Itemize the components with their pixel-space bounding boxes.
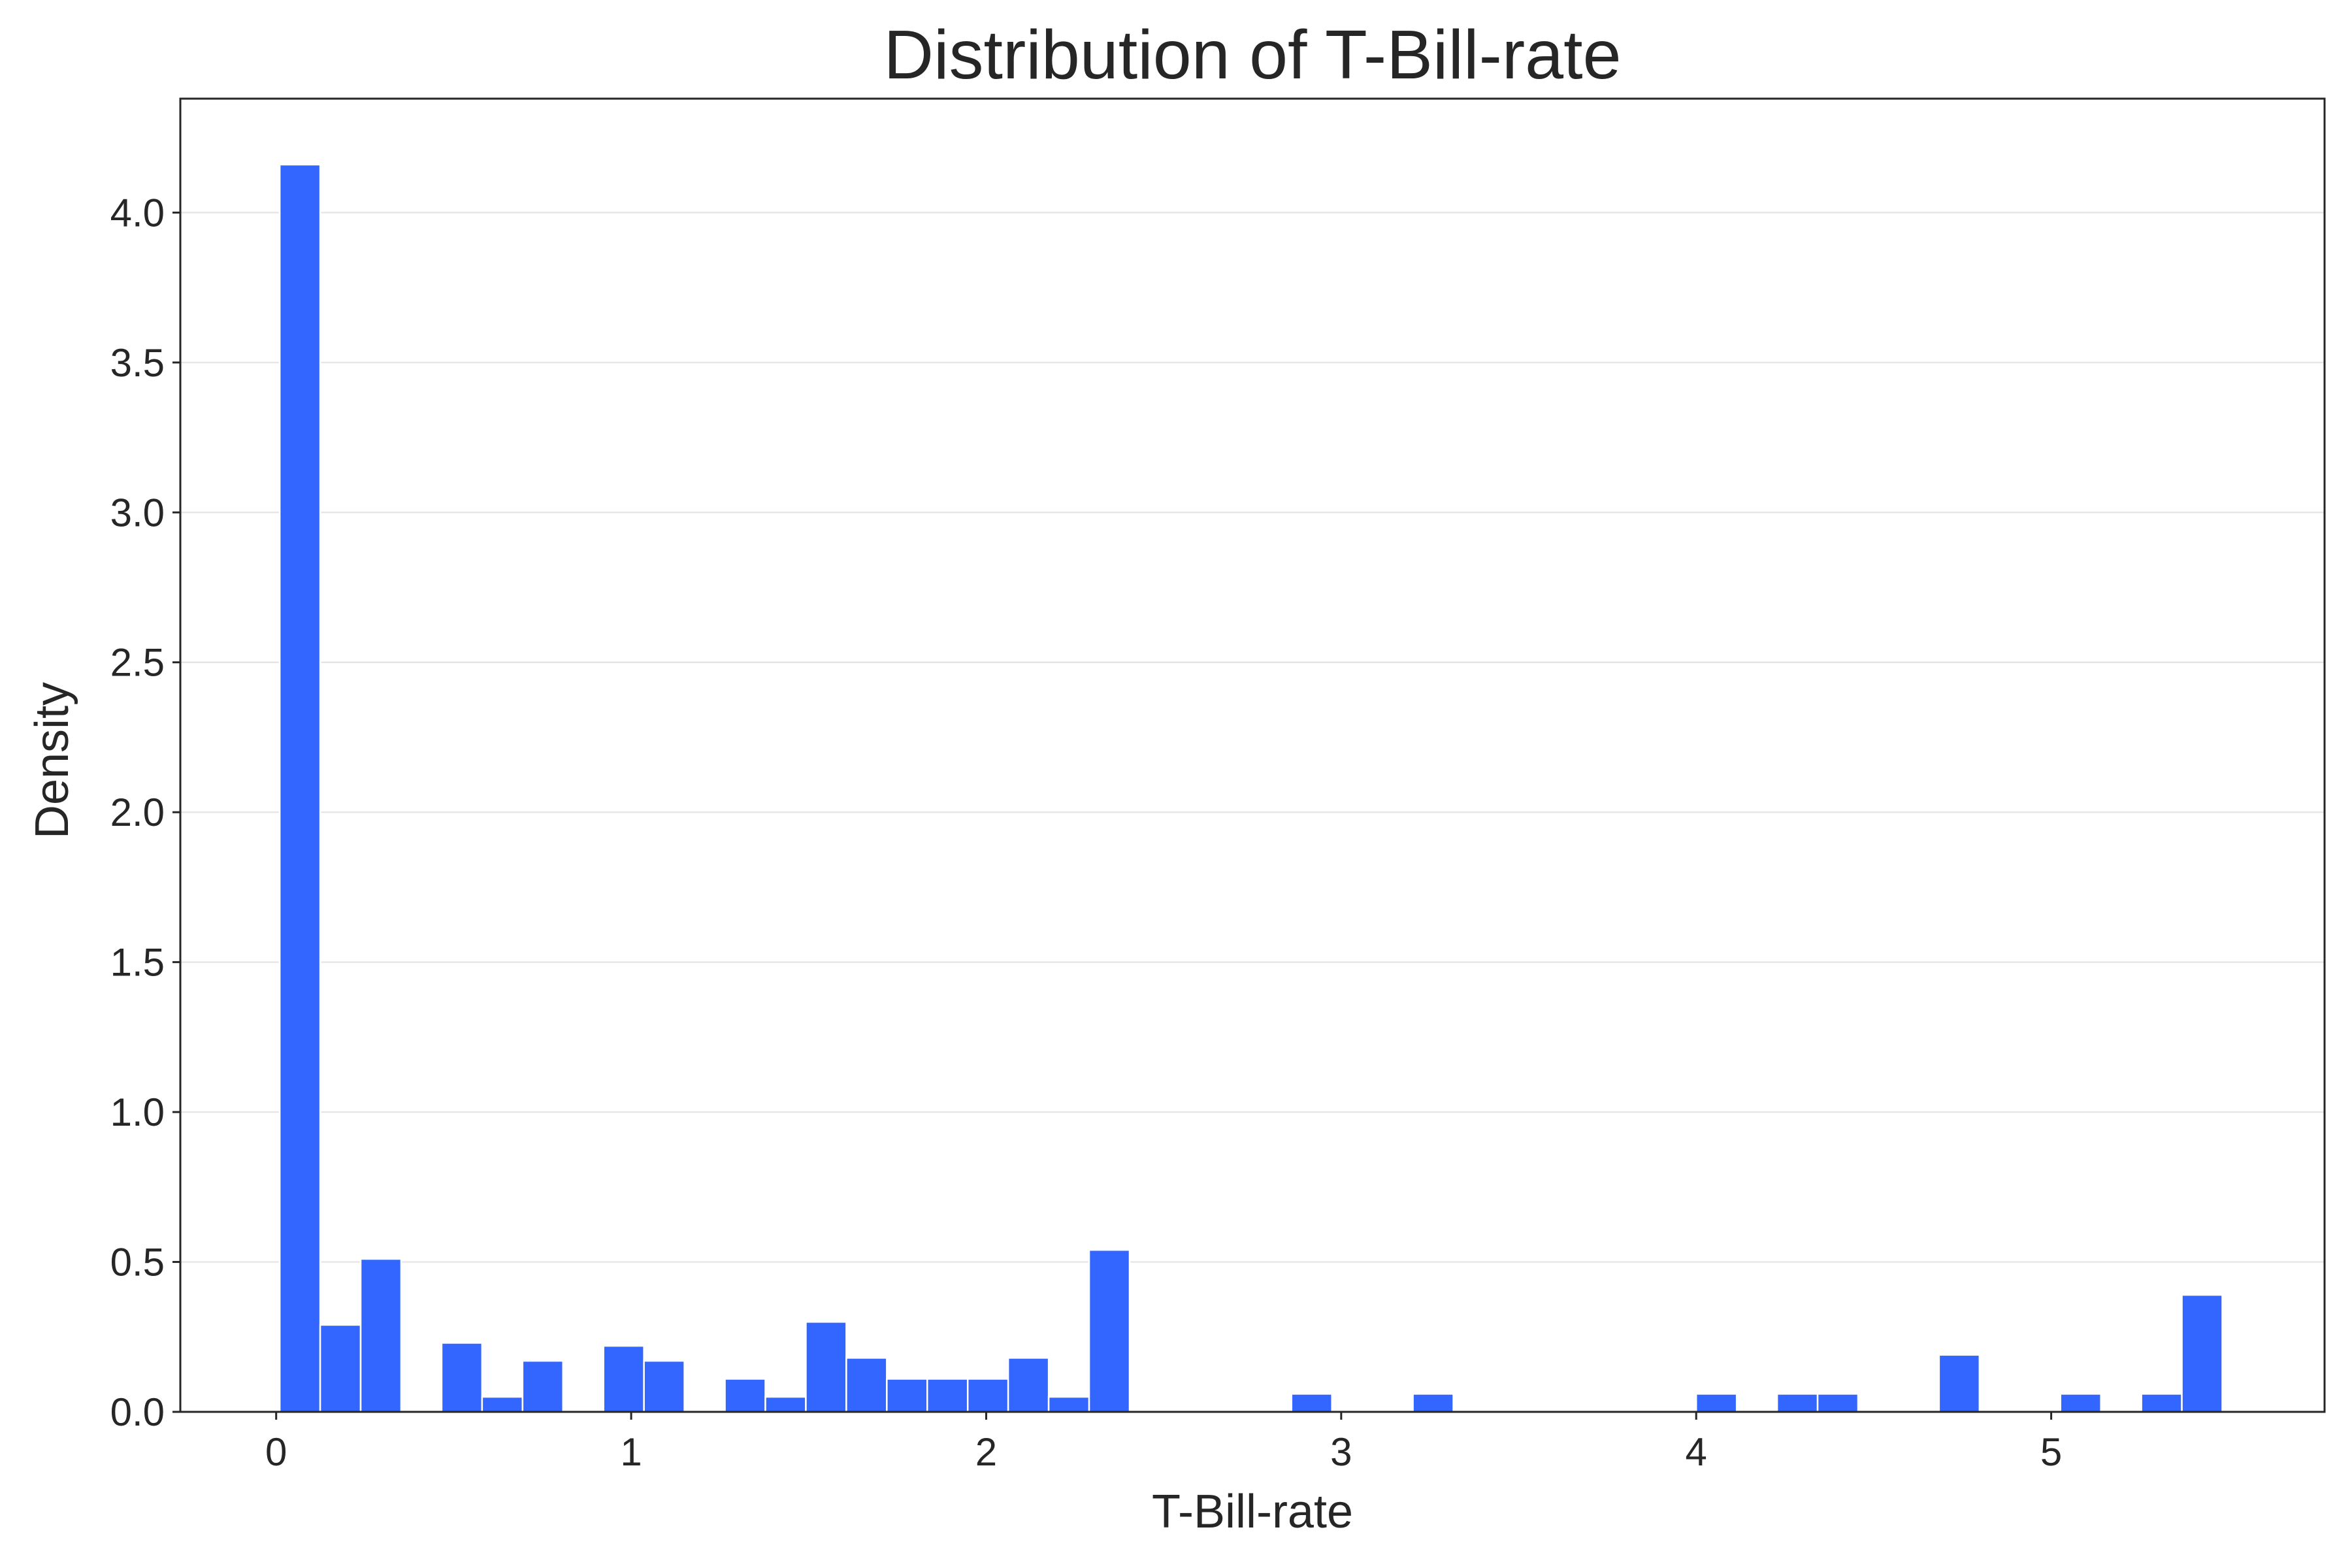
histogram-bar (1007, 1357, 1050, 1413)
histogram-bar (886, 1378, 928, 1413)
histogram-bar (1938, 1354, 1981, 1413)
histogram-bar (2059, 1393, 2102, 1413)
x-axis-label: T-Bill-rate (1152, 1486, 1353, 1538)
x-tick-label: 2 (975, 1430, 997, 1474)
histogram-bar (2140, 1393, 2183, 1413)
histogram-bar (1290, 1393, 1333, 1413)
y-tick-label: 2.5 (110, 641, 165, 685)
histogram-bar (1776, 1393, 1819, 1413)
histogram-bar (764, 1396, 807, 1413)
bars (278, 163, 2223, 1413)
x-tick-label: 3 (1330, 1430, 1352, 1474)
histogram-bar (1088, 1249, 1131, 1413)
histogram-bar (1412, 1393, 1454, 1413)
histogram-bar (724, 1378, 766, 1413)
y-tick-label: 3.0 (110, 491, 165, 534)
y-tick-label: 1.5 (110, 941, 165, 985)
y-tick-label: 4.0 (110, 191, 165, 235)
chart-title: Distribution of T-Bill-rate (883, 16, 1621, 93)
x-tick-label: 0 (265, 1430, 287, 1474)
histogram-bar (278, 163, 321, 1413)
histogram-bar (359, 1258, 402, 1413)
y-tick-label: 0.0 (110, 1390, 165, 1434)
gridlines (180, 212, 2325, 1263)
histogram-bar (805, 1321, 847, 1413)
histogram-bar (521, 1360, 564, 1413)
histogram-bar (1047, 1396, 1090, 1413)
y-tick-label: 1.0 (110, 1090, 165, 1134)
histogram-bar (643, 1360, 685, 1413)
histogram-bar (602, 1345, 645, 1413)
histogram-bar (966, 1378, 1009, 1413)
histogram-bar (845, 1357, 888, 1413)
histogram-bar (2181, 1294, 2223, 1413)
histogram-bar (1695, 1393, 1738, 1413)
histogram-bar (319, 1324, 362, 1413)
x-ticks: 0 1 2 3 4 5 (265, 1412, 2062, 1474)
y-ticks: 0.0 0.5 1.0 1.5 2.0 2.5 3.0 3.5 4.0 (110, 191, 180, 1434)
y-axis-label: Density (26, 682, 78, 839)
histogram-bar (481, 1396, 524, 1413)
x-tick-label: 4 (1686, 1430, 1707, 1474)
histogram-bar (440, 1342, 483, 1413)
y-tick-label: 0.5 (110, 1241, 165, 1284)
x-tick-label: 5 (2040, 1430, 2062, 1474)
y-tick-label: 2.0 (110, 791, 165, 834)
histogram-bar (1816, 1393, 1859, 1413)
plot-frame (179, 97, 2326, 1413)
x-tick-label: 1 (620, 1430, 642, 1474)
histogram-bar (926, 1378, 969, 1413)
y-tick-label: 3.5 (110, 341, 165, 385)
